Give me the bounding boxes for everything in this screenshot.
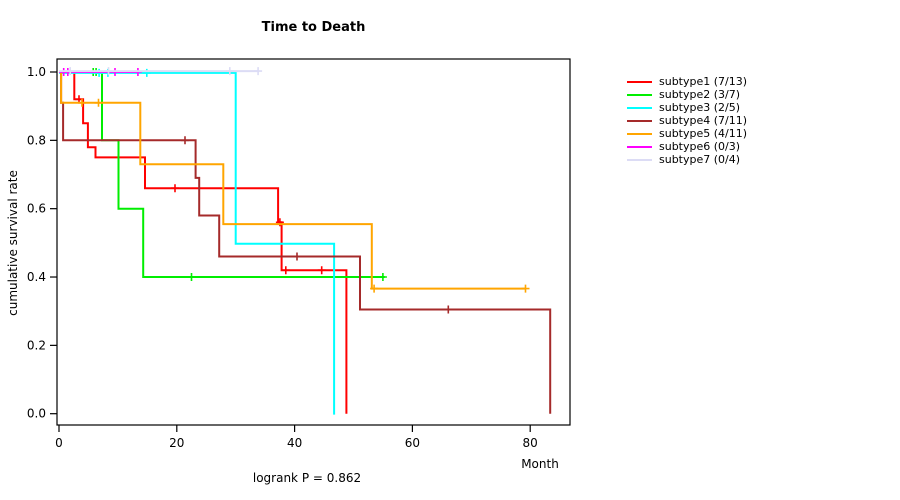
censor-marks-subtype2	[89, 68, 387, 281]
y-tick-label: 0.0	[27, 407, 46, 421]
km-curve-subtype2	[59, 71, 385, 278]
legend-item-subtype5: subtype5 (4/11)	[627, 127, 747, 140]
legend-line-swatch	[627, 132, 652, 135]
legend-item-subtype6: subtype6 (0/3)	[627, 140, 747, 153]
x-axis-label: Month	[521, 457, 559, 471]
legend-line-swatch	[627, 158, 652, 161]
legend-label: subtype4 (7/11)	[659, 114, 748, 127]
km-curve-subtype5	[59, 71, 526, 290]
censor-marks-subtype1	[75, 95, 326, 275]
y-tick-label: 0.8	[27, 133, 46, 147]
legend: subtype1 (7/13) subtype2 (3/7) subtype3 (2…	[627, 75, 747, 166]
y-tick-label: 0.2	[27, 338, 46, 352]
chart-title: Time to Death	[261, 20, 366, 35]
y-tick-label: 1.0	[27, 65, 46, 79]
km-curve-subtype3	[59, 71, 336, 415]
legend-item-subtype3: subtype3 (2/5)	[627, 101, 747, 114]
censor-marks-subtype7	[66, 67, 263, 76]
censor-marks-subtype4	[181, 136, 453, 314]
legend-item-subtype2: subtype2 (3/7)	[627, 88, 747, 101]
legend-line-swatch	[627, 93, 652, 96]
legend-line-swatch	[627, 119, 652, 122]
plot-box	[56, 58, 571, 426]
x-tick-label: 20	[169, 436, 184, 450]
legend-label: subtype5 (4/11)	[659, 127, 748, 140]
censor-marks-subtype5	[78, 98, 530, 293]
x-tick-label: 60	[405, 436, 420, 450]
y-tick-label: 0.4	[27, 270, 46, 284]
legend-label: subtype3 (2/5)	[659, 101, 741, 114]
legend-line-swatch	[627, 80, 652, 83]
legend-label: subtype7 (0/4)	[659, 153, 741, 166]
legend-item-subtype7: subtype7 (0/4)	[627, 153, 747, 166]
legend-line-swatch	[627, 106, 652, 109]
legend-line-swatch	[627, 145, 652, 148]
y-tick-label: 0.6	[27, 202, 46, 216]
legend-item-subtype1: subtype1 (7/13)	[627, 75, 747, 88]
legend-label: subtype1 (7/13)	[659, 75, 748, 88]
logrank-annotation: logrank P = 0.862	[252, 471, 362, 485]
x-tick-label: 80	[523, 436, 538, 450]
x-tick-label: 0	[55, 436, 63, 450]
legend-item-subtype4: subtype4 (7/11)	[627, 114, 747, 127]
legend-label: subtype6 (0/3)	[659, 140, 741, 153]
legend-label: subtype2 (3/7)	[659, 88, 741, 101]
x-tick-label: 40	[287, 436, 302, 450]
